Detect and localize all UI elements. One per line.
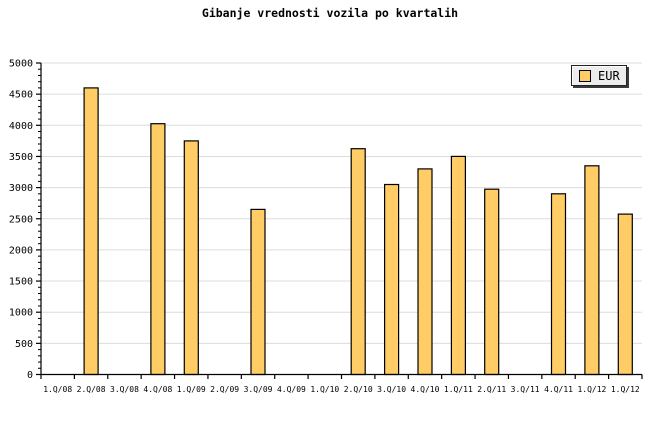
chart-title: Gibanje vrednosti vozila po kvartalih [201,6,459,20]
x-tick-label: 4.Q/11 [544,385,573,394]
y-tick-label: 1000 [9,308,33,319]
y-tick-label: 3500 [9,152,33,163]
x-tick-label: 2.Q/11 [477,385,506,394]
legend-series-label: EUR [598,68,620,83]
x-tick-label: 1.Q/12 [577,385,606,394]
y-tick-label: 4000 [9,121,33,132]
x-tick-label: 2.Q/09 [210,385,239,394]
y-tick-label: 500 [15,339,33,350]
bar-4.Q/10 [417,168,433,376]
y-tick-label: 4500 [9,90,33,101]
y-tick-label: 2500 [9,214,33,225]
y-tick-label: 5000 [9,59,33,70]
bar-2.Q/11 [484,188,500,376]
x-tick-label: 4.Q/10 [411,385,440,394]
x-tick-label: 2.Q/10 [344,385,373,394]
bar-2.Q/10 [350,148,366,376]
bar-3.Q/09 [250,208,266,376]
y-tick-label: 1500 [9,277,33,288]
x-tick-label: 2.Q/08 [77,385,106,394]
x-tick-label: 3.Q/10 [377,385,406,394]
legend-swatch-icon [579,69,591,82]
x-tick-label: 3.Q/09 [244,385,273,394]
bar-2.Q/08 [83,87,99,376]
y-tick-label: 0 [27,370,33,381]
x-tick-label: 1.Q/11 [444,385,473,394]
x-tick-label: 1.Q/12 [611,385,640,394]
legend-box: EUR [571,65,627,86]
bar-1.Q/12 [617,213,633,376]
x-tick-label: 3.Q/11 [511,385,540,394]
x-tick-label: 3.Q/08 [110,385,139,394]
bar-1.Q/12 [584,165,600,376]
bar-1.Q/11 [450,155,466,376]
x-tick-label: 1.Q/10 [310,385,339,394]
y-tick-label: 2000 [9,245,33,256]
x-tick-label: 4.Q/08 [143,385,172,394]
y-tick-label: 3000 [9,183,33,194]
bar-3.Q/10 [384,183,400,376]
bar-1.Q/09 [183,140,199,376]
x-tick-label: 1.Q/08 [43,385,72,394]
x-tick-label: 4.Q/09 [277,385,306,394]
bar-4.Q/11 [550,193,567,376]
x-tick-label: 1.Q/09 [177,385,206,394]
bar-4.Q/08 [150,123,166,376]
